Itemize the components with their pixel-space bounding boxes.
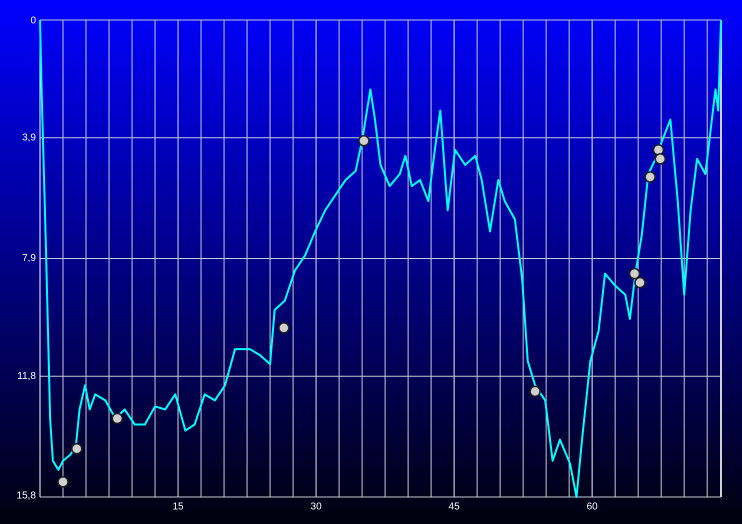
event-marker xyxy=(644,171,656,183)
x-tick-label: 30 xyxy=(311,502,323,513)
x-tick-label: 45 xyxy=(449,502,461,513)
x-tick-label: 60 xyxy=(587,502,599,513)
labels: 0 3,9 7,9 11,8 15,8 15 30 45 60 xyxy=(17,16,599,513)
event-marker xyxy=(278,322,290,334)
y-tick-label: 3,9 xyxy=(22,132,36,143)
event-marker xyxy=(529,385,541,398)
event-marker xyxy=(654,153,667,165)
event-marker xyxy=(652,144,665,156)
depth-line xyxy=(39,19,722,498)
event-marker xyxy=(358,135,370,147)
y-tick-label: 0 xyxy=(30,16,36,27)
y-tick-label: 7,9 xyxy=(22,253,36,264)
grid xyxy=(39,19,722,498)
y-tick-label: 15,8 xyxy=(17,491,37,502)
event-marker xyxy=(634,276,646,289)
plot xyxy=(39,19,722,498)
event-marker xyxy=(57,476,69,488)
x-tick-label: 15 xyxy=(172,502,184,513)
y-tick-label: 11,8 xyxy=(17,371,36,382)
event-marker xyxy=(111,412,124,425)
event-marker xyxy=(628,267,641,280)
event-marker xyxy=(71,442,83,455)
